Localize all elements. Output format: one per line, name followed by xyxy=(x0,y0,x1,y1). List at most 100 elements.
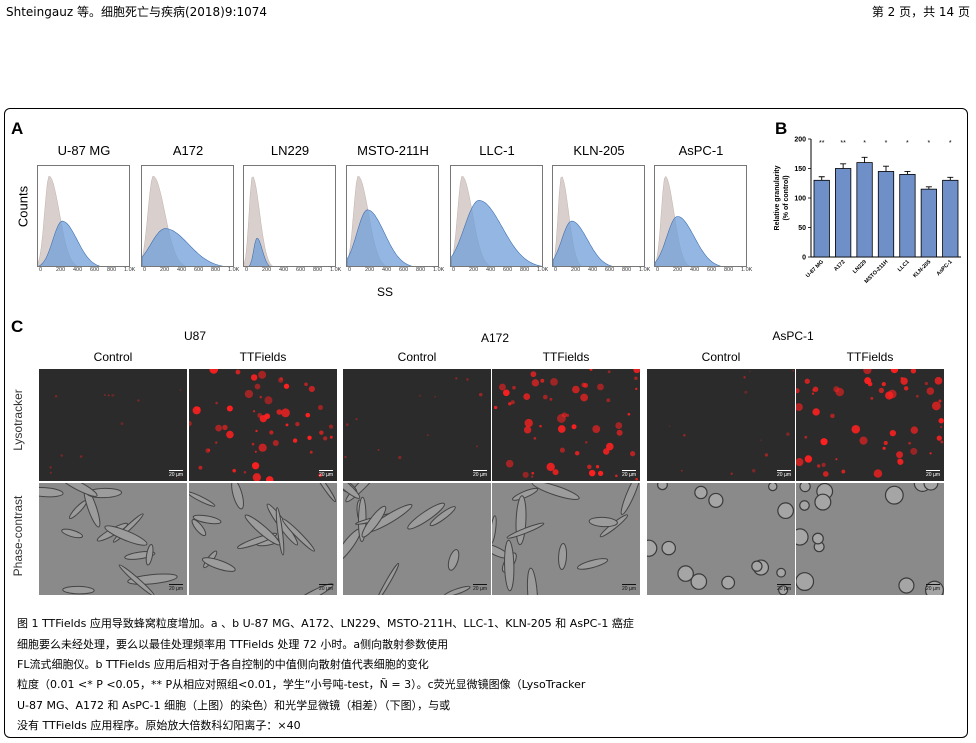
scale-bar: 20 µm xyxy=(926,586,940,592)
lysotracker-image-aspc1-control: 20 µm xyxy=(647,369,795,481)
histogram-title: KLN-205 xyxy=(573,143,625,158)
x-tick-label: 400 xyxy=(382,267,392,273)
y-tick-label: 0 xyxy=(802,255,806,262)
row-label-phase-contrast: Phase-contrast xyxy=(11,495,25,577)
x-tick-label: 800 xyxy=(724,267,734,273)
lysotracker-image-a172-control: 20 µm xyxy=(343,369,491,481)
caption-line-3: FL流式细胞仪。b TTFields 应用后相对于各自控制的中值侧向散射值代表细… xyxy=(17,658,429,671)
x-tick-label: 600 xyxy=(707,267,717,273)
ttfields-histogram xyxy=(655,216,722,266)
error-bar xyxy=(883,165,889,172)
scale-bar: 20 µm xyxy=(777,586,791,592)
page-number: 第 2 页，共 14 页 xyxy=(871,5,970,19)
bar xyxy=(920,188,937,258)
caption-line-2: 细胞要么未经处理，要么以最佳处理频率用 TTFields 处理 72 小时。a侧… xyxy=(17,638,449,651)
lysotracker-image-aspc1-ttfields: 20 µm xyxy=(796,369,944,481)
histogram-title: MSTO-211H xyxy=(357,143,429,158)
histogram-title: LN229 xyxy=(270,143,310,158)
group-title: A172 xyxy=(480,331,510,345)
x-tick-label: 400 xyxy=(690,267,700,273)
scale-bar: 20 µm xyxy=(622,472,636,478)
scale-bar: 20 µm xyxy=(169,472,183,478)
bar xyxy=(835,168,852,258)
x-tick-label: 400 xyxy=(177,267,187,273)
x-tick-label: 1.0K xyxy=(124,267,136,273)
bar xyxy=(942,179,959,258)
x-tick-label: 0 xyxy=(39,267,43,273)
ttfields-histogram xyxy=(248,238,270,266)
histogram-llc-1 xyxy=(450,165,543,267)
phase-contrast-image-aspc1-control: 20 µm xyxy=(647,483,795,595)
scale-bar: 20 µm xyxy=(926,472,940,478)
panel-a-letter: A xyxy=(11,119,24,138)
x-tick-label: 0 xyxy=(245,267,249,273)
x-tick-label: 1.0K xyxy=(639,267,651,273)
error-bar xyxy=(861,156,868,163)
lysotracker-image-u87-control: 20 µm xyxy=(39,369,187,481)
significance-marker: * xyxy=(863,140,866,147)
y-tick-label: 200 xyxy=(794,137,806,144)
caption-line-1: 图 1 TTFields 应用导致蜂窝粒度增加。a 、b U-87 MG、A17… xyxy=(17,617,634,630)
caption-line-6: 没有 TTFields 应用程序。原始放大倍数科幻阳离子：×40 xyxy=(17,719,301,732)
x-tick-label: 200 xyxy=(571,267,581,273)
histogram-title: A172 xyxy=(172,143,204,158)
significance-marker: * xyxy=(927,140,930,147)
x-tick-label: 200 xyxy=(469,267,479,273)
scale-bar: 20 µm xyxy=(622,586,636,592)
scale-bar: 20 µm xyxy=(319,586,333,592)
x-tick-label: 0 xyxy=(554,267,558,273)
lysotracker-image-u87-ttfields: 20 µm xyxy=(189,369,337,481)
x-tick-label: 400 xyxy=(486,267,496,273)
bar xyxy=(856,162,873,258)
x-tick-label: 800 xyxy=(622,267,632,273)
group-title: AsPC-1 xyxy=(772,329,814,343)
histogram-kln-205 xyxy=(552,165,645,267)
ttfields-histogram xyxy=(142,228,224,266)
phase-contrast-image-u87-ttfields: 20 µm xyxy=(189,483,337,595)
histogram-title: AsPC-1 xyxy=(678,143,724,158)
caption-line-5: U-87 MG、A172 和 AsPC-1 细胞（上图）的染色）和光学显微镜（相… xyxy=(17,699,451,712)
condition-label: TTFields xyxy=(239,350,287,364)
panel-a-xlabel: SS xyxy=(377,285,394,299)
caption-line-4: 粒度（0.01 <* P <0.05，** P从相应对照组<0.01，学生“小号… xyxy=(17,678,586,691)
category-label: A172 xyxy=(833,259,847,273)
x-tick-label: 1.0K xyxy=(741,267,753,273)
x-tick-label: 0 xyxy=(348,267,352,273)
scale-bar: 20 µm xyxy=(473,586,487,592)
lysotracker-image-a172-ttfields: 20 µm xyxy=(492,369,640,481)
x-tick-label: 600 xyxy=(194,267,204,273)
x-tick-label: 600 xyxy=(399,267,409,273)
phase-contrast-image-aspc1-ttfields: 20 µm xyxy=(796,483,944,595)
significance-marker: ** xyxy=(840,140,846,147)
x-tick-label: 600 xyxy=(503,267,513,273)
ttfields-histogram xyxy=(38,220,101,266)
category-label: LLC1 xyxy=(897,259,911,273)
bar xyxy=(877,171,895,258)
significance-marker: * xyxy=(949,140,952,147)
histogram-aspc-1 xyxy=(654,165,747,267)
control-histogram xyxy=(244,176,273,266)
x-tick-label: 800 xyxy=(107,267,117,273)
category-label: KLN-205 xyxy=(912,259,932,279)
control-histogram xyxy=(655,175,690,266)
x-tick-label: 0 xyxy=(656,267,660,273)
condition-label: Control xyxy=(701,350,741,364)
category-label: U-87 MG xyxy=(805,259,825,279)
phase-contrast-image-u87-control: 20 µm xyxy=(39,483,187,595)
x-tick-label: 1.0K xyxy=(330,267,342,273)
scale-bar: 20 µm xyxy=(473,472,487,478)
panel-a-ylabel: Counts xyxy=(15,185,31,228)
x-tick-label: 600 xyxy=(605,267,615,273)
x-tick-label: 0 xyxy=(143,267,147,273)
panel-b-bar-chart: 0 50 100 150 200 Relative granularity (% of co… xyxy=(774,137,961,285)
x-tick-label: 1.0K xyxy=(537,267,549,273)
panel-b-letter: B xyxy=(775,119,788,138)
significance-marker: * xyxy=(885,140,888,147)
ttfields-histogram xyxy=(553,220,613,266)
significance-marker: * xyxy=(906,140,909,147)
condition-label: Control xyxy=(397,350,437,364)
condition-label: TTFields xyxy=(846,350,894,364)
running-header-citation: Shteingauz 等。细胞死亡与疾病(2018)9:1074 xyxy=(6,5,268,19)
ttfields-histogram xyxy=(451,200,542,266)
x-tick-label: 1.0K xyxy=(433,267,445,273)
